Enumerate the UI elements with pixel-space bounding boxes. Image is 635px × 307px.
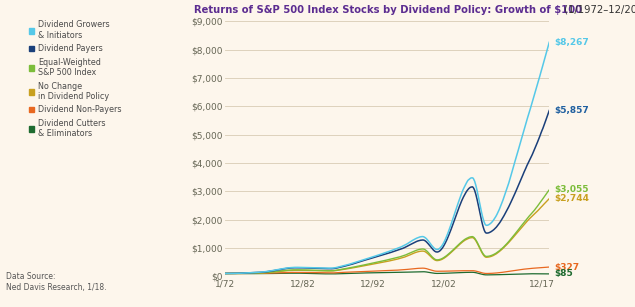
Text: $3,055: $3,055 (554, 185, 589, 194)
Text: $8,267: $8,267 (554, 38, 589, 47)
Text: Returns of S&P 500 Index Stocks by Dividend Policy: Growth of $100: Returns of S&P 500 Index Stocks by Divid… (194, 5, 582, 15)
Text: $327: $327 (554, 262, 579, 272)
Text: $85: $85 (554, 270, 573, 278)
Text: (1/1972–12/2017): (1/1972–12/2017) (561, 5, 635, 15)
Text: $5,857: $5,857 (554, 106, 589, 115)
Text: $2,744: $2,744 (554, 194, 589, 203)
Legend: Dividend Growers
& Initiators, Dividend Payers, Equal-Weighted
S&P 500 Index, No: Dividend Growers & Initiators, Dividend … (29, 21, 122, 138)
Text: Data Source:
Ned Davis Research, 1/18.: Data Source: Ned Davis Research, 1/18. (6, 272, 107, 292)
